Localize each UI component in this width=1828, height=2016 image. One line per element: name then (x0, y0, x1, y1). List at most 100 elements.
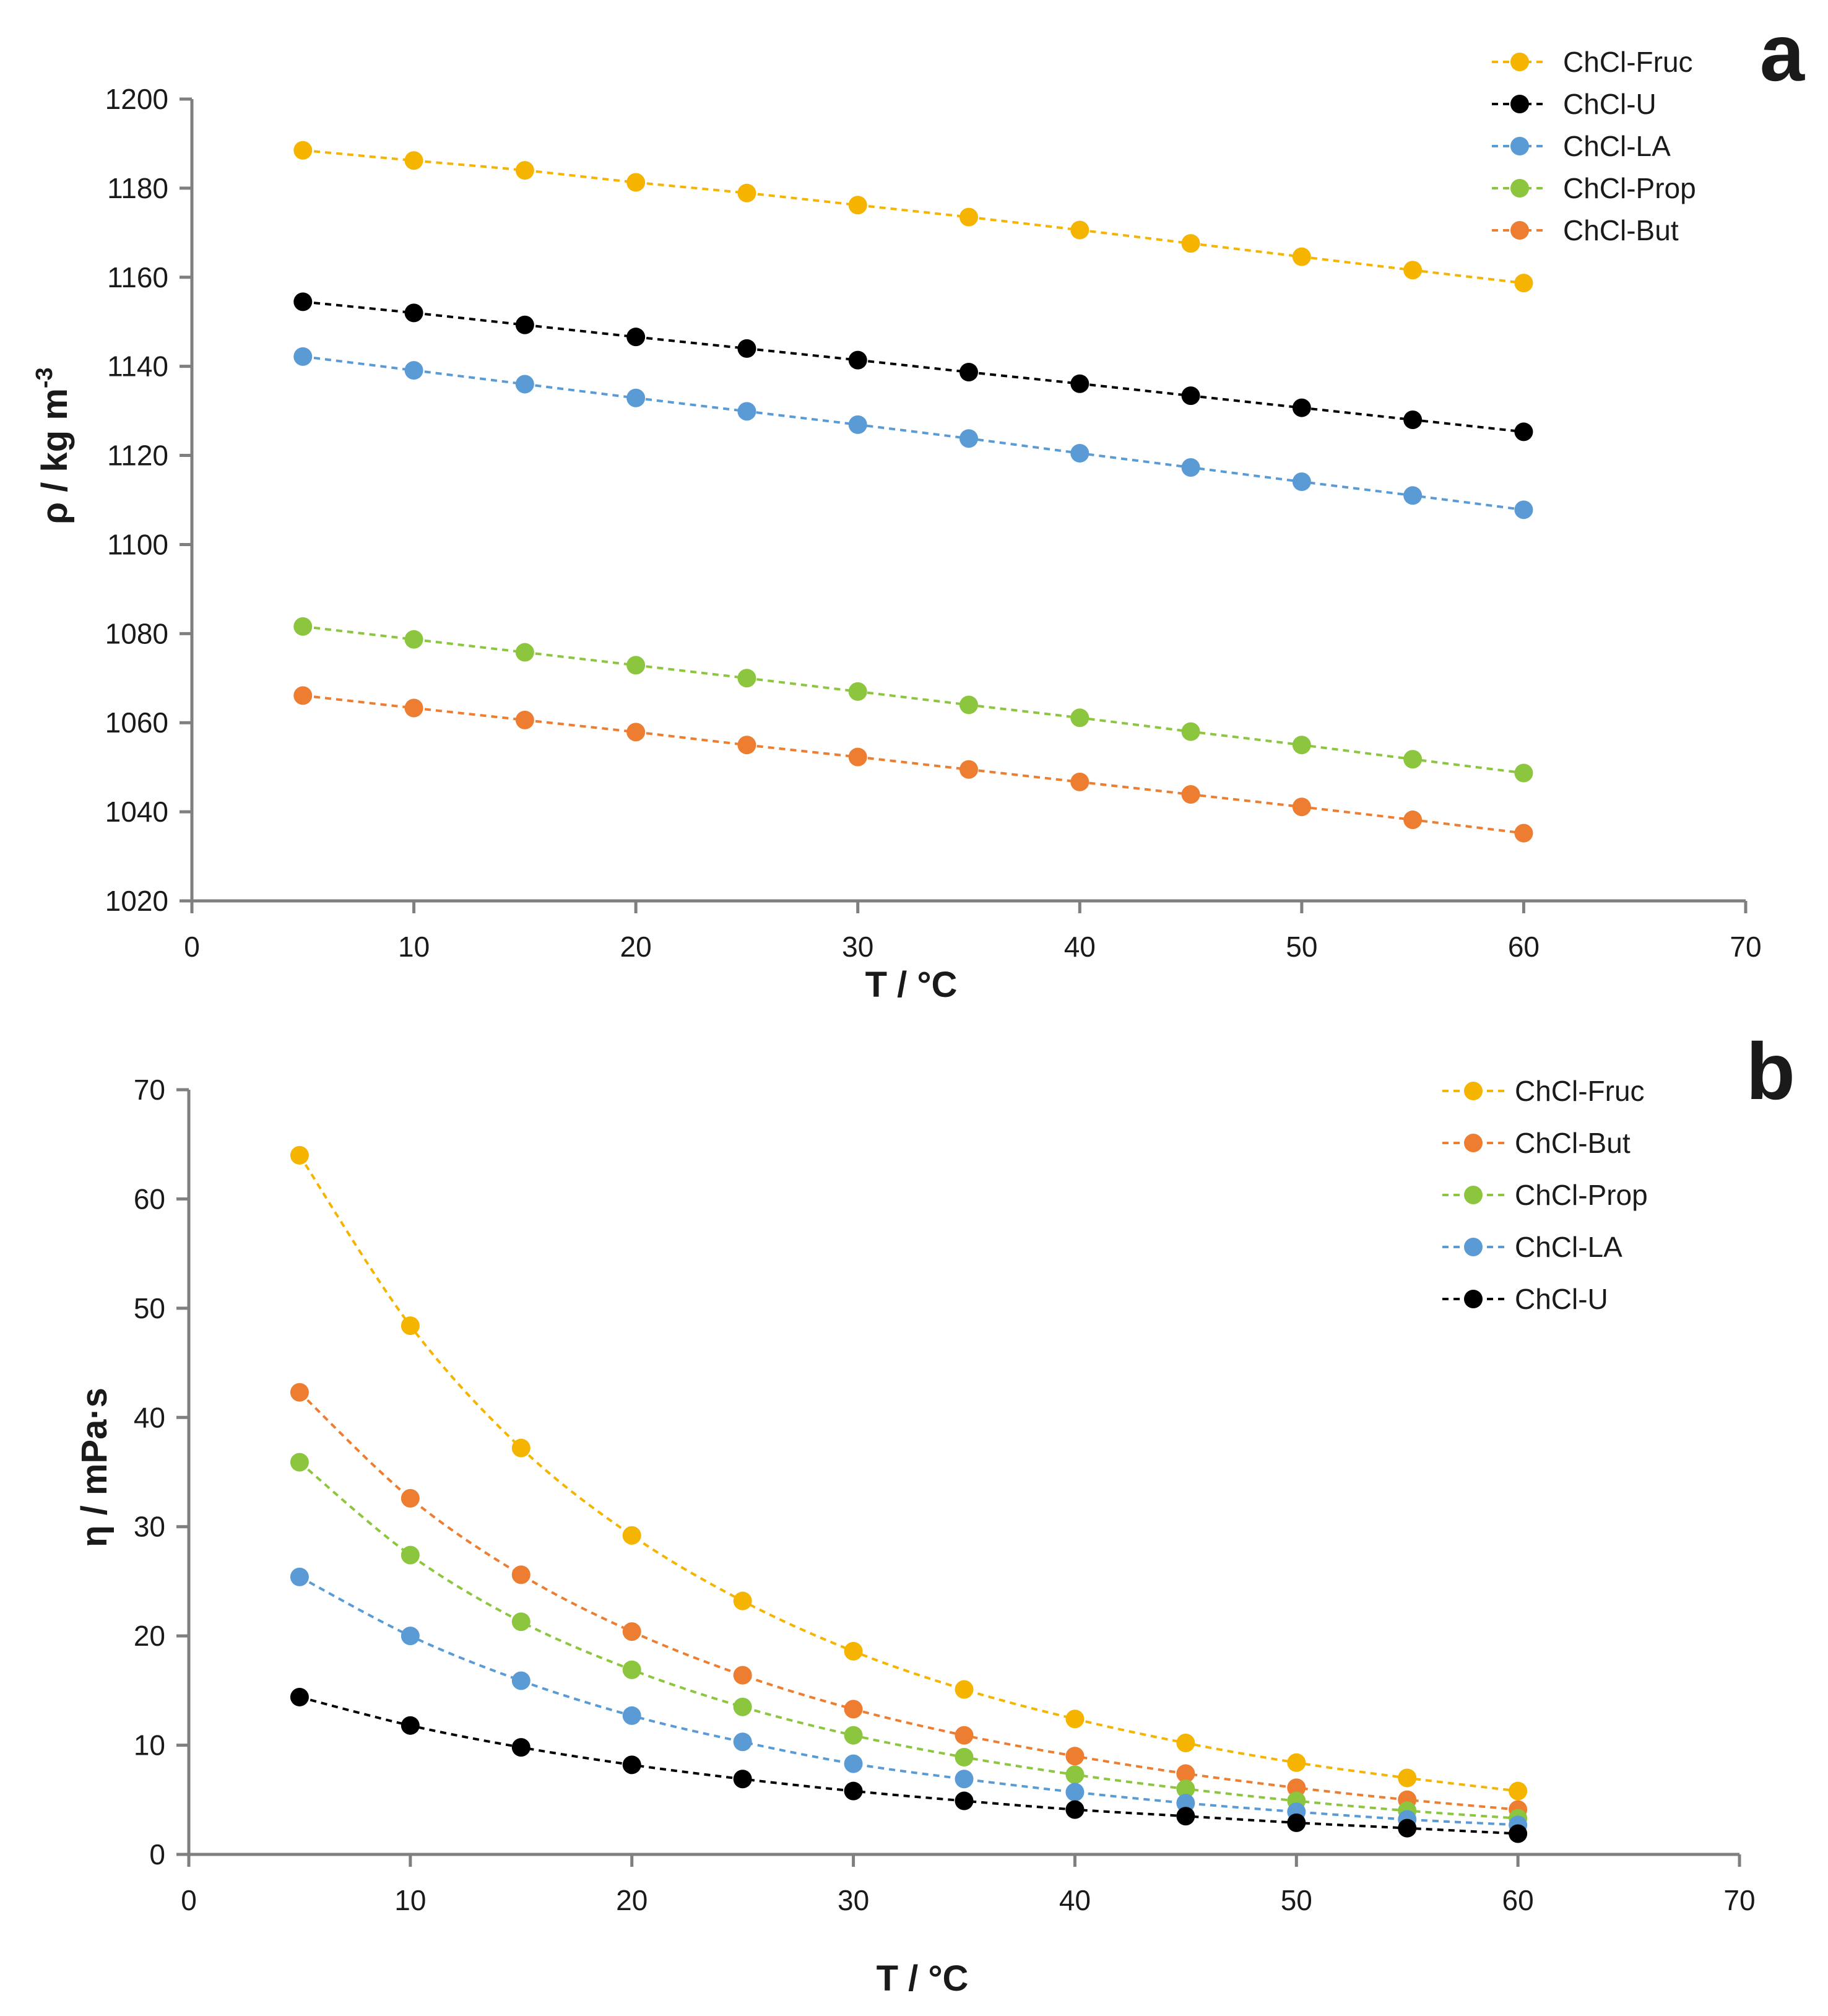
data-point (1292, 797, 1311, 817)
data-point (1514, 422, 1533, 441)
y-tick-label: 0 (149, 1838, 165, 1870)
y-tick-label: 1140 (107, 350, 168, 383)
y-tick-label: 60 (134, 1183, 165, 1215)
data-point (401, 1488, 420, 1508)
y-tick-label: 1040 (105, 796, 168, 828)
series-group (290, 1145, 1528, 1843)
tick-labels: 0 10 20 30 40 50 60 70 0 10 20 30 40 50 60 70 (134, 1074, 1756, 1916)
data-point (401, 1716, 420, 1735)
data-point (848, 350, 867, 370)
data-point (515, 710, 534, 729)
axes (180, 97, 1748, 913)
data-point (1070, 443, 1089, 463)
y-tick-label: 1180 (107, 172, 168, 204)
legend-entry: ChCl-Prop (1442, 1179, 1648, 1211)
data-point (1181, 234, 1200, 253)
data-point (626, 388, 646, 407)
data-point (733, 1732, 752, 1752)
data-point (511, 1738, 531, 1757)
data-point (737, 669, 756, 688)
data-point (293, 292, 313, 311)
data-point (1403, 750, 1423, 769)
x-tick-label: 30 (842, 931, 873, 963)
data-point (1514, 763, 1533, 783)
series-line (298, 1154, 1518, 1792)
legend-label: ChCl-LA (1515, 1231, 1622, 1263)
tick-labels: 1020104010601080110011201140116011801200… (105, 83, 1762, 963)
x-tick-label: 40 (1059, 1884, 1091, 1916)
data-point (733, 1697, 752, 1716)
data-point (1398, 1768, 1417, 1788)
data-point (1176, 1807, 1195, 1826)
data-point (1292, 472, 1311, 492)
data-point (1070, 772, 1089, 791)
y-tick-label: 1080 (105, 617, 168, 650)
data-point (1070, 374, 1089, 393)
y-axis-title: ρ / kg m-3 (32, 367, 75, 524)
data-point (404, 698, 423, 718)
x-tick-label: 60 (1508, 931, 1540, 963)
data-point (1398, 1818, 1417, 1838)
series-line (298, 1461, 1518, 1820)
series-line (303, 300, 1524, 433)
data-point (622, 1706, 641, 1725)
series-chcl-but (293, 686, 1533, 843)
data-point (401, 1545, 420, 1565)
data-point (733, 1591, 752, 1610)
data-point (626, 656, 646, 675)
data-point (955, 1680, 974, 1699)
data-point (511, 1671, 531, 1690)
data-point (848, 747, 867, 767)
data-point (959, 695, 978, 715)
data-point (293, 686, 313, 705)
legend-marker (1510, 179, 1529, 198)
x-tick-label: 50 (1281, 1884, 1312, 1916)
data-point (1070, 708, 1089, 728)
y-tick-label: 50 (134, 1292, 165, 1324)
x-tick-label: 20 (616, 1884, 648, 1916)
y-tick-label: 30 (134, 1511, 165, 1543)
data-point (844, 1700, 863, 1719)
data-point (515, 161, 534, 180)
series-group (293, 141, 1533, 843)
x-tick-label: 0 (181, 1884, 197, 1916)
data-point (1287, 1753, 1306, 1772)
y-tick-label: 20 (134, 1620, 165, 1652)
y-tick-label: 1120 (107, 440, 168, 472)
data-point (1287, 1778, 1306, 1797)
data-point (290, 1383, 309, 1402)
legend-marker (1464, 1290, 1483, 1308)
series-chcl-u (293, 292, 1533, 441)
data-point (293, 141, 313, 160)
data-point (290, 1145, 309, 1165)
data-point (844, 1754, 863, 1773)
y-tick-label: 1100 (107, 528, 168, 560)
x-tick-label: 10 (394, 1884, 426, 1916)
data-point (1181, 386, 1200, 406)
data-point (1292, 736, 1311, 755)
legend-marker (1464, 1238, 1483, 1256)
data-point (622, 1622, 641, 1641)
data-point (1176, 1779, 1195, 1799)
data-point (1292, 398, 1311, 417)
data-point (511, 1565, 531, 1584)
x-axis-title: T / °C (877, 1958, 969, 1999)
legend-entry: ChCl-LA (1442, 1231, 1622, 1263)
legend-entry: ChCl-Fruc (1492, 46, 1693, 78)
data-point (1509, 1781, 1528, 1801)
data-point (844, 1781, 863, 1801)
x-tick-label: 50 (1286, 931, 1317, 963)
y-axis-title-text: ρ / kg m (35, 388, 75, 524)
x-tick-label: 70 (1723, 1884, 1755, 1916)
data-point (1176, 1734, 1195, 1753)
data-point (733, 1770, 752, 1789)
data-point (1509, 1824, 1528, 1843)
legend-marker (1510, 53, 1529, 71)
data-point (515, 315, 534, 334)
series-chcl-but (290, 1383, 1528, 1819)
data-point (1065, 1783, 1085, 1802)
data-point (1181, 722, 1200, 741)
data-point (1065, 1747, 1085, 1766)
data-point (293, 347, 313, 366)
